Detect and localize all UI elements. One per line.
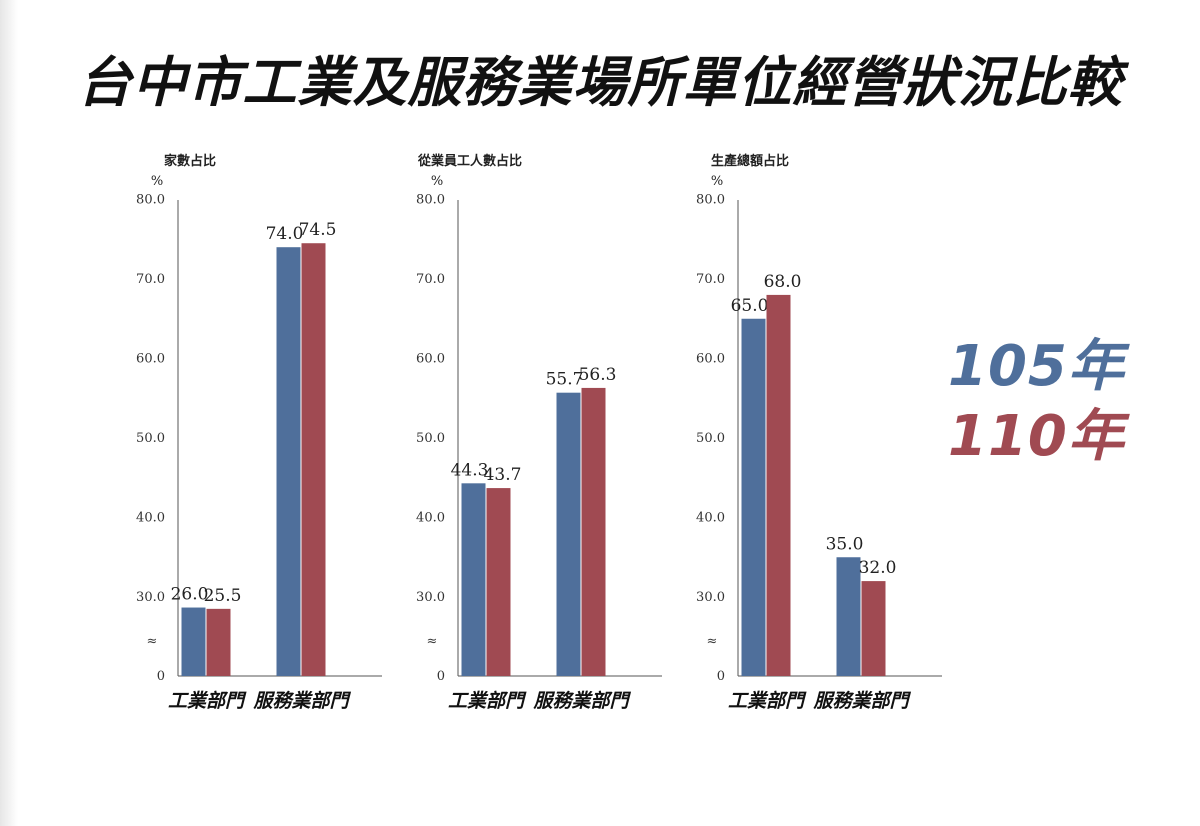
x-category-label: 服務業部門 xyxy=(812,690,911,712)
y-tick-label: 70.0 xyxy=(416,272,445,287)
bar-105-1 xyxy=(556,392,581,676)
y-tick-label: 30.0 xyxy=(136,590,165,605)
bar-110-0 xyxy=(486,488,511,676)
legend-item-105: 105年 xyxy=(948,334,1125,399)
bar-105-0 xyxy=(181,607,206,676)
data-label: 55.7 xyxy=(546,370,584,390)
data-label: 56.3 xyxy=(579,365,617,385)
axis-break-mark: ≈ xyxy=(707,634,718,649)
bar-110-0 xyxy=(206,608,231,676)
axis-break-mark: ≈ xyxy=(427,634,438,649)
bar-110-1 xyxy=(581,387,606,676)
chart-subtitle: 家數占比 xyxy=(164,153,216,169)
y-tick-label: 60.0 xyxy=(416,352,445,367)
x-category-label: 工業部門 xyxy=(728,690,807,712)
legend: 105年 110年 xyxy=(948,332,1148,472)
data-label: 44.3 xyxy=(451,460,489,480)
chart-employee-share: 從業員工人數占比% 0 30.0 40.0 50.0 60.0 70.0 80.0 ≈44.34… xyxy=(416,153,662,712)
y-tick-label: 40.0 xyxy=(416,511,445,526)
y-tick-label: 80.0 xyxy=(416,193,445,208)
y-tick-label: 0 xyxy=(157,669,165,684)
data-label: 25.5 xyxy=(204,586,242,606)
y-tick-label: 70.0 xyxy=(696,272,725,287)
data-label: 74.0 xyxy=(266,224,304,244)
y-tick-label: 30.0 xyxy=(416,590,445,605)
y-tick-label: 0 xyxy=(437,669,445,684)
data-label: 35.0 xyxy=(826,534,864,554)
bar-105-1 xyxy=(836,557,861,676)
y-unit-label: % xyxy=(151,174,163,189)
page-edge-shadow xyxy=(0,0,18,826)
bar-110-1 xyxy=(301,243,326,676)
bar-110-1 xyxy=(861,581,886,676)
y-tick-label: 40.0 xyxy=(136,511,165,526)
data-label: 26.0 xyxy=(171,585,209,605)
bar-105-0 xyxy=(741,318,766,676)
bar-105-0 xyxy=(461,483,486,676)
chart-subtitle: 從業員工人數占比 xyxy=(417,153,522,169)
x-category-label: 工業部門 xyxy=(168,690,247,712)
y-tick-label: 50.0 xyxy=(416,431,445,446)
x-category-label: 服務業部門 xyxy=(252,690,351,712)
y-tick-label: 0 xyxy=(717,669,725,684)
data-label: 65.0 xyxy=(731,296,769,316)
data-label: 74.5 xyxy=(299,220,337,240)
y-tick-label: 70.0 xyxy=(136,272,165,287)
y-tick-label: 60.0 xyxy=(696,352,725,367)
y-tick-label: 60.0 xyxy=(136,352,165,367)
data-label: 32.0 xyxy=(859,558,897,578)
chart-subtitle: 生產總額占比 xyxy=(711,153,789,169)
y-unit-label: % xyxy=(431,174,443,189)
y-tick-label: 40.0 xyxy=(696,511,725,526)
bar-105-1 xyxy=(276,247,301,676)
y-tick-label: 50.0 xyxy=(136,431,165,446)
bar-110-0 xyxy=(766,294,791,676)
x-category-label: 工業部門 xyxy=(448,690,527,712)
y-tick-label: 80.0 xyxy=(136,193,165,208)
data-label: 68.0 xyxy=(764,272,802,292)
page-title: 台中市工業及服務業場所單位經營狀況比較 xyxy=(77,51,1123,114)
data-label: 43.7 xyxy=(484,465,522,485)
chart-production-share: 生產總額占比% 0 30.0 40.0 50.0 60.0 70.0 80.0 ≈65.0 68.… xyxy=(696,153,942,712)
x-category-label: 服務業部門 xyxy=(532,690,631,712)
y-tick-label: 80.0 xyxy=(696,193,725,208)
legend-item-110: 110年 xyxy=(948,404,1125,469)
y-tick-label: 30.0 xyxy=(696,590,725,605)
axis-break-mark: ≈ xyxy=(147,634,158,649)
y-tick-label: 50.0 xyxy=(696,431,725,446)
y-unit-label: % xyxy=(711,174,723,189)
chart-establishment-share: 家數占比% 0 30.0 40.0 50.0 60.0 70.0 80.0 ≈26.025.5 工… xyxy=(136,153,382,712)
